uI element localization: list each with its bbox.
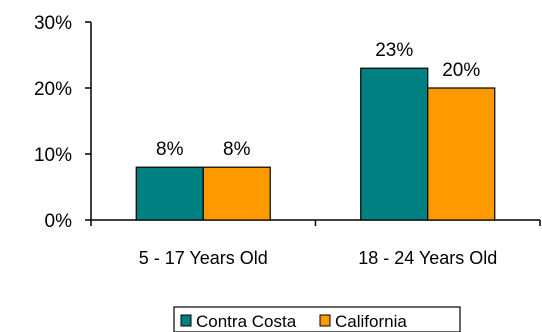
legend-swatch: [319, 314, 331, 327]
data-label: 8%: [156, 139, 184, 160]
bar-california: [427, 87, 496, 221]
bar-california: [202, 166, 271, 221]
bar-contra-costa: [360, 67, 429, 221]
data-labels: 8% 8% 23% 20%: [156, 40, 480, 160]
bars: [135, 67, 496, 221]
data-label: 20%: [442, 60, 480, 81]
data-label: 23%: [375, 40, 413, 61]
legend-label: California: [335, 312, 407, 331]
y-tick-label: 20%: [34, 79, 72, 100]
y-tick-label: 30%: [34, 13, 72, 34]
bar-contra-costa: [135, 166, 204, 221]
legend-box: [173, 306, 461, 332]
y-tick-label: 10%: [34, 145, 72, 166]
data-label: 8%: [223, 139, 251, 160]
legend[interactable]: Contra Costa California: [173, 306, 461, 332]
legend-swatch: [180, 314, 192, 327]
x-tick-label: 5 - 17 Years Old: [139, 248, 268, 268]
x-tick-label: 18 - 24 Years Old: [358, 248, 497, 268]
legend-label: Contra Costa: [196, 312, 297, 331]
y-tick-label: 0%: [45, 211, 73, 232]
